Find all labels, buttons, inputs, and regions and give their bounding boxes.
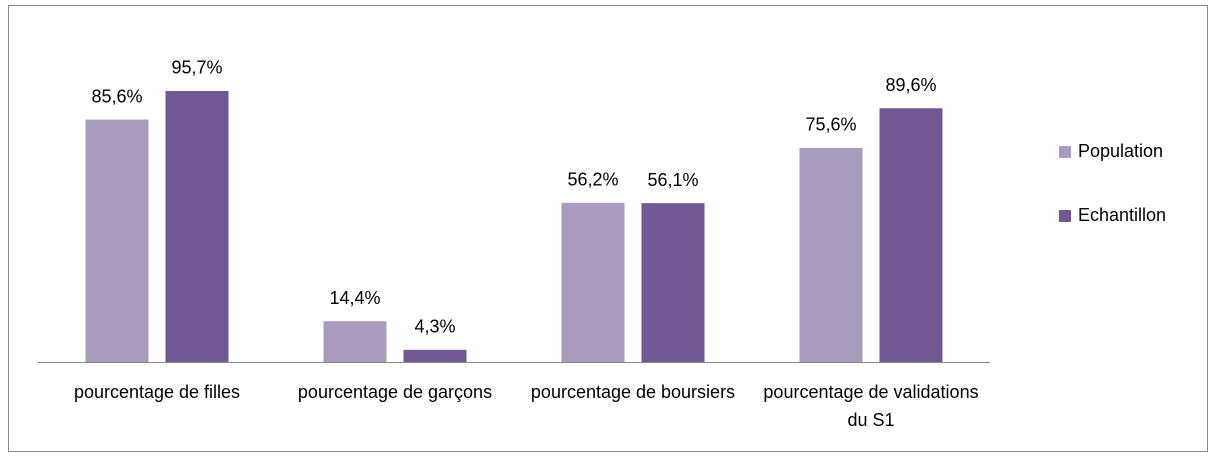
x-tick-label: pourcentage de validations du S1	[763, 382, 979, 430]
data-label: 89,6%	[885, 75, 936, 95]
data-label: 75,6%	[805, 115, 856, 135]
x-tick-label: pourcentage de filles	[73, 382, 241, 402]
data-label: 95,7%	[171, 58, 222, 78]
bar	[165, 90, 229, 362]
data-label: 4,3%	[414, 317, 455, 337]
data-label: 56,2%	[567, 170, 618, 190]
x-tick-label: pourcentage de garçons	[297, 382, 493, 402]
data-label: 85,6%	[91, 86, 142, 106]
data-label: 56,1%	[647, 170, 698, 190]
legend-swatch	[1059, 210, 1071, 222]
bar	[323, 321, 387, 362]
bar	[799, 147, 863, 362]
legend-swatch	[1059, 146, 1071, 158]
bar	[641, 203, 705, 362]
bar	[403, 349, 467, 362]
legend-label: Echantillon	[1078, 205, 1166, 225]
bar	[561, 202, 625, 362]
legend-label: Population	[1078, 141, 1163, 161]
x-tick-label: pourcentage de boursiers	[530, 382, 736, 402]
bar	[879, 108, 943, 362]
data-label: 14,4%	[329, 288, 380, 308]
bar	[85, 119, 149, 362]
